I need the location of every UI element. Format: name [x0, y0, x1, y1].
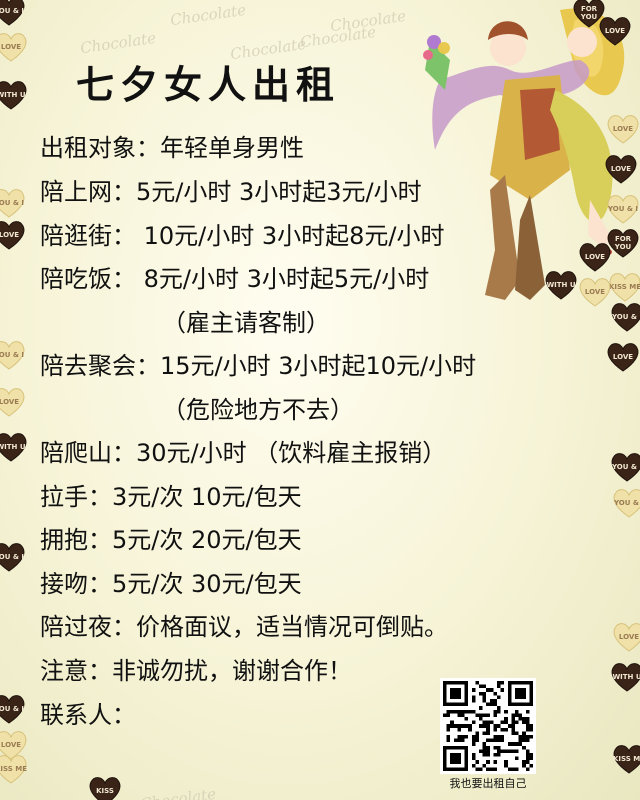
contact-label: 联系人：	[40, 701, 136, 729]
chocolate-heart-icon: LOVE	[578, 275, 612, 309]
chocolate-heart-icon: LOVE	[598, 14, 632, 48]
info-line: 接吻：5元/次 30元/包天	[40, 570, 302, 598]
background-word: Chocolate	[329, 6, 408, 36]
info-note: （雇主请客制）	[162, 309, 330, 337]
chocolate-heart-icon: LOVE	[0, 30, 28, 64]
qr-caption: 我也要出租自己	[449, 777, 527, 790]
chocolate-heart-icon: YOU & I	[610, 300, 640, 334]
chocolate-heart-icon: LOVE	[0, 728, 28, 762]
background-word: Chocolate	[79, 28, 158, 58]
qr-code[interactable]	[440, 678, 536, 774]
chocolate-heart-icon: LOVE	[604, 152, 638, 186]
chocolate-heart-icon: LOVE	[606, 112, 640, 146]
chocolate-heart-icon: FOR YOU	[606, 226, 640, 260]
chocolate-heart-icon: KISS ME	[612, 742, 640, 776]
chocolate-heart-icon: YOU & I	[0, 540, 26, 574]
info-line: 陪过夜：价格面议，适当情况可倒贴。	[40, 613, 448, 641]
info-line: 注意：非诚勿扰，谢谢合作！	[40, 657, 352, 685]
chocolate-heart-icon: YOU & I	[0, 0, 26, 28]
chocolate-heart-icon: KISS ME	[0, 752, 28, 786]
chocolate-heart-icon: LOVE	[606, 340, 640, 374]
chocolate-heart-icon: LOVE	[578, 240, 612, 274]
background-word: Chocolate	[169, 0, 248, 30]
info-line: 陪吃饭： 8元/小时 3小时起5元/小时	[40, 265, 430, 293]
chocolate-heart-icon: YOU & I	[0, 692, 26, 726]
chocolate-heart-icon: WITH U	[0, 78, 28, 112]
chocolate-heart-icon: LOVE	[0, 218, 26, 252]
chocolate-heart-icon: LOVE	[612, 620, 640, 654]
chocolate-heart-icon: WITH U	[610, 660, 640, 694]
chocolate-heart-icon: FOR YOU	[572, 0, 606, 30]
info-line: 陪上网：5元/小时 3小时起3元/小时	[40, 178, 422, 206]
info-line: 陪去聚会：15元/小时 3小时起10元/小时	[40, 352, 477, 380]
chocolate-heart-icon: WITH U	[0, 430, 28, 464]
chocolate-heart-icon: YOU & I	[606, 192, 640, 226]
qr-code-icon	[443, 681, 533, 771]
chocolate-heart-icon: YOU & I	[610, 450, 640, 484]
chocolate-heart-icon: YOU & I	[612, 486, 640, 520]
info-line: 出租对象：年轻单身男性	[40, 134, 304, 162]
info-note: （危险地方不去）	[162, 396, 354, 424]
background-word: Chocolate	[299, 22, 378, 52]
info-line: 陪爬山：30元/小时 （饮料雇主报销）	[40, 439, 447, 467]
poster-title: 七夕女人出租	[76, 63, 341, 107]
background-word: Chocolate	[139, 784, 218, 800]
info-line: 陪逛街： 10元/小时 3小时起8元/小时	[40, 222, 445, 250]
chocolate-heart-icon: LOVE	[0, 385, 26, 419]
chocolate-heart-icon: YOU & I	[0, 186, 26, 220]
chocolate-heart-icon: WITH U	[544, 268, 578, 302]
info-line: 拥抱：5元/次 20元/包天	[40, 526, 302, 554]
chocolate-heart-icon: KISS	[88, 774, 122, 800]
info-line: 拉手：3元/次 10元/包天	[40, 483, 302, 511]
chocolate-heart-icon: YOU & I	[0, 338, 26, 372]
chocolate-heart-icon: KISS ME	[608, 270, 640, 304]
couple-illustration	[423, 8, 625, 300]
